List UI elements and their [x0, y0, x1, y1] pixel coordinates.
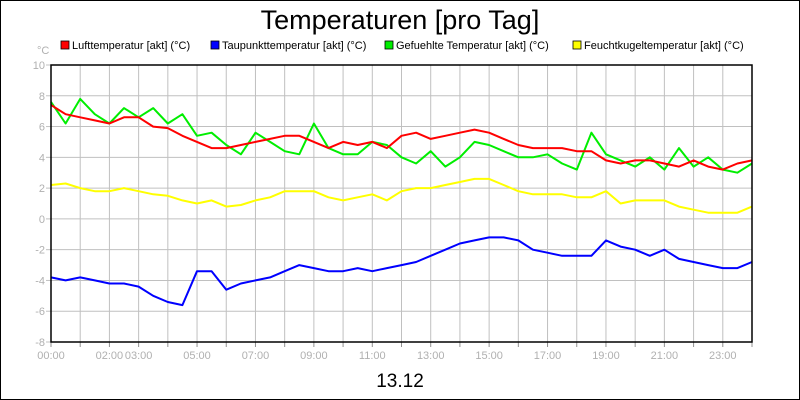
x-tick-label: 23:00	[709, 350, 737, 362]
y-tick-label: -4	[35, 275, 45, 287]
chart-title: Temperaturen [pro Tag]	[261, 5, 540, 35]
x-tick-label: 03:00	[125, 350, 153, 362]
series-line-2	[50, 97, 753, 174]
legend-label: Taupunkttemperatur [akt] (°C)	[222, 40, 366, 52]
legend-label: Lufttemperatur [akt] (°C)	[72, 40, 190, 52]
x-tick-label: 02:00	[96, 350, 124, 362]
y-tick-label: 0	[39, 214, 45, 226]
legend-swatch	[572, 40, 582, 50]
x-tick-label: 05:00	[183, 350, 211, 362]
y-tick-label: 6	[39, 122, 45, 134]
x-tick-label: 17:00	[534, 350, 562, 362]
series-line-0	[50, 104, 753, 171]
x-tick-label: 11:00	[359, 350, 386, 362]
y-axis-unit: °C	[37, 45, 49, 57]
y-tick-label: 8	[39, 91, 45, 103]
legend-label: Gefuehlte Temperatur [akt] (°C)	[396, 40, 549, 52]
series-line-1	[50, 236, 753, 307]
x-tick-label: 09:00	[300, 350, 328, 362]
y-tick-label: 4	[39, 152, 45, 164]
legend-swatch	[384, 40, 394, 50]
x-tick-label: 15:00	[475, 350, 503, 362]
y-tick-label: -6	[35, 306, 45, 318]
series-line-3	[50, 177, 753, 214]
y-tick-label: -2	[35, 245, 45, 257]
x-tick-label: 07:00	[242, 350, 270, 362]
x-tick-label: 19:00	[592, 350, 620, 362]
y-tick-label: 2	[39, 183, 45, 195]
legend-label: Feuchtkugeltemperatur [akt] (°C)	[584, 40, 744, 52]
x-axis-label: 13.12	[376, 371, 424, 392]
x-tick-label: 13:00	[417, 350, 445, 362]
x-tick-label: 00:00	[37, 350, 65, 362]
legend-swatch	[210, 40, 220, 50]
plot-frame	[50, 64, 753, 343]
x-tick-label: 21:00	[651, 350, 679, 362]
y-tick-label: -8	[35, 337, 45, 349]
y-tick-label: 10	[33, 60, 45, 72]
legend-swatch	[60, 40, 70, 50]
